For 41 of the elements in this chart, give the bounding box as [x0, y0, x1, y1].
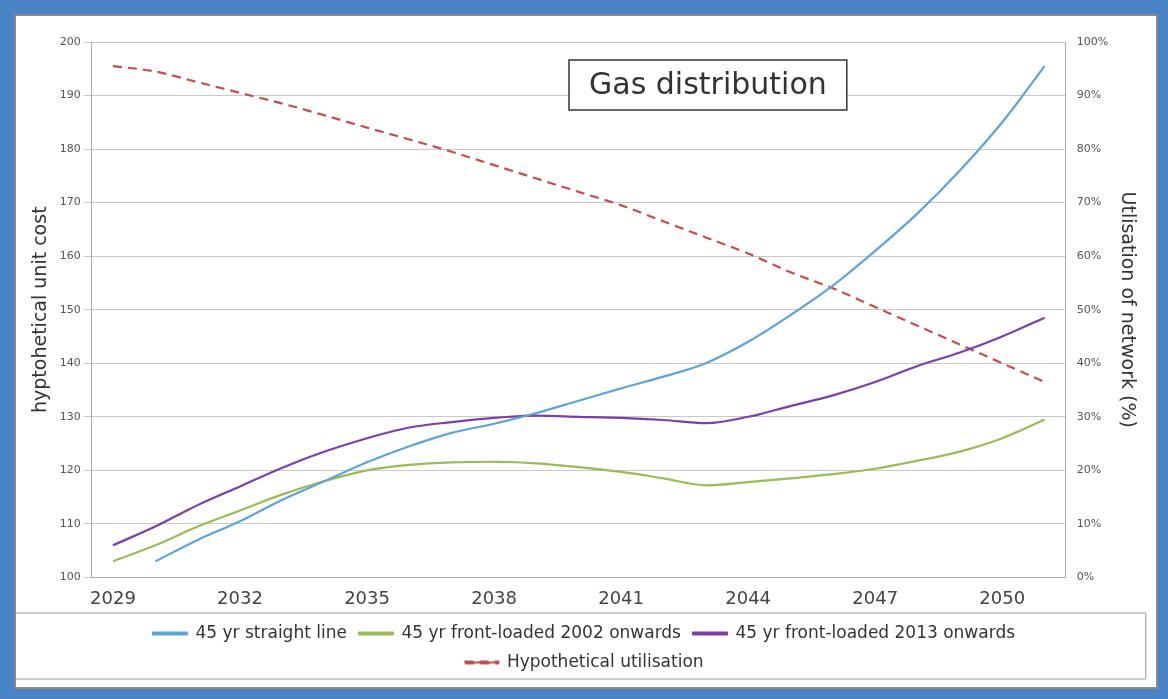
x-tick-label: 2029 — [90, 586, 136, 608]
legend-label: 45 yr straight line — [195, 621, 347, 642]
y2-tick-label: 100% — [1076, 34, 1109, 48]
y2-tick-label: 30% — [1076, 409, 1102, 423]
y-tick-label: 180 — [59, 141, 81, 155]
y-tick-label: 140 — [59, 356, 81, 370]
y-tick-label: 110 — [59, 516, 81, 530]
y-tick-label: 190 — [59, 88, 81, 102]
y2-tick-label: 70% — [1076, 195, 1102, 209]
y-tick-label: 100 — [59, 570, 81, 584]
line-series — [111, 418, 1046, 563]
y-tick-label: 200 — [59, 34, 81, 48]
y-tick-label: 130 — [59, 409, 81, 423]
y2-tick-label: 10% — [1076, 516, 1102, 530]
x-tick-label: 2047 — [852, 586, 899, 608]
legend-label: Hypothetical utilisation — [506, 650, 704, 671]
line-series — [111, 64, 1046, 384]
x-tick-label: 2035 — [344, 586, 390, 608]
x-tick-label: 2032 — [217, 586, 263, 608]
legend-label: 45 yr front-loaded 2002 onwards — [401, 621, 682, 642]
legend-label: 45 yr front-loaded 2013 onwards — [735, 621, 1016, 642]
y2-tick-label: 0% — [1076, 570, 1095, 584]
y2-axis-title: Utlisation of network (%) — [1117, 191, 1140, 428]
y2-tick-label: 80% — [1076, 141, 1102, 155]
x-tick-label: 2041 — [598, 586, 645, 608]
y-tick-label: 170 — [59, 195, 81, 209]
y2-tick-label: 40% — [1076, 356, 1102, 370]
y2-tick-label: 90% — [1076, 88, 1102, 102]
line-series — [111, 316, 1046, 547]
y2-tick-label: 60% — [1076, 249, 1102, 263]
x-tick-label: 2038 — [471, 586, 517, 608]
y2-tick-label: 50% — [1076, 302, 1102, 316]
line-series — [154, 64, 1046, 563]
y-tick-label: 150 — [59, 302, 81, 316]
text: Gas distribution — [589, 65, 827, 101]
y2-tick-label: 20% — [1076, 463, 1102, 477]
x-tick-label: 2050 — [979, 586, 1026, 608]
y-axis-title: hyptohetical unit cost — [28, 206, 51, 413]
x-tick-label: 2044 — [725, 586, 772, 608]
y-tick-label: 120 — [59, 463, 81, 477]
y-tick-label: 160 — [59, 249, 81, 263]
